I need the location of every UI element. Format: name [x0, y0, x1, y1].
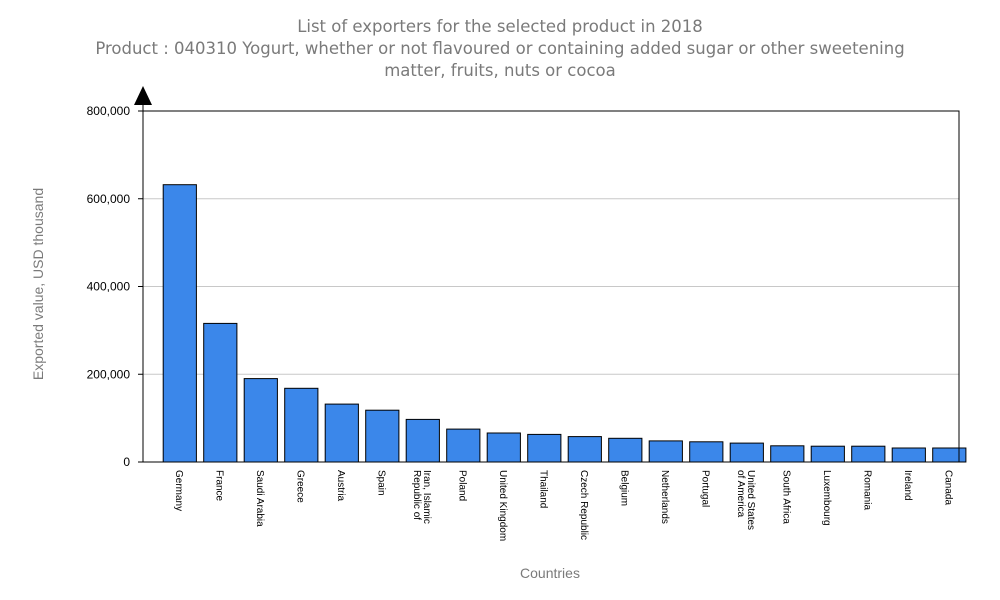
x-tick-label-line: Luxembourg [821, 470, 832, 526]
bar [770, 445, 805, 463]
x-tick-label: South Africa [780, 470, 791, 524]
bar [648, 440, 683, 463]
x-tick-label-line: South Africa [780, 470, 791, 524]
x-tick-label-line: Ireland [902, 470, 913, 501]
x-tick-label: Luxembourg [821, 470, 832, 526]
x-tick-label: Germany [173, 470, 184, 511]
x-tick-label: Canada [942, 470, 953, 505]
x-tick-label: Thailand [537, 470, 548, 508]
bar [810, 445, 845, 463]
bar [608, 437, 643, 463]
x-tick-label-line: United Kingdom [497, 470, 508, 541]
x-tick-label: France [213, 470, 224, 502]
x-tick-label-line: Poland [456, 470, 467, 501]
chart-title-block: List of exporters for the selected produ… [0, 16, 1000, 82]
bar [446, 428, 481, 463]
bar [932, 447, 967, 463]
bar [203, 322, 238, 463]
x-tick-label: Poland [456, 470, 467, 501]
x-tick-label-line: Spain [375, 470, 386, 496]
chart-title: List of exporters for the selected produ… [297, 17, 703, 36]
bar [851, 445, 886, 463]
x-tick-label-line: of America [735, 470, 746, 518]
bar [324, 403, 359, 463]
x-tick-label: Netherlands [659, 470, 670, 524]
bar [689, 441, 724, 463]
bar [567, 436, 602, 463]
y-tick-label: 200,000 [87, 367, 131, 381]
y-tick-labels: 0 200,000 400,000 600,000 800,000 [87, 104, 131, 469]
bar [891, 447, 926, 463]
x-tick-label-line: Canada [942, 470, 953, 505]
x-tick-label-line: Thailand [537, 470, 548, 508]
bar [486, 432, 521, 463]
x-tick-label: Portugal [699, 470, 710, 507]
bar [527, 433, 562, 463]
x-tick-label-line: Czech Republic [578, 470, 589, 540]
x-tick-label-line: France [213, 470, 224, 502]
x-tick-label: Belgium [618, 470, 629, 506]
x-tick-label-line: Portugal [699, 470, 710, 507]
x-tick-label: Spain [375, 470, 386, 496]
bar [162, 184, 197, 463]
bar [284, 387, 319, 463]
x-tick-label-line: Austria [335, 470, 346, 502]
x-tick-label-line: Romania [861, 470, 872, 510]
plot-frame [134, 86, 960, 463]
x-tick-label: Ireland [902, 470, 913, 501]
y-tick-label: 600,000 [87, 192, 131, 206]
chart-subtitle: Product : 040310 Yogurt, whether or not … [95, 39, 905, 80]
bar [365, 409, 400, 463]
x-tick-label-line: Saudi Arabia [254, 470, 265, 527]
x-tick-label-line: Germany [173, 470, 184, 511]
y-tick-label: 800,000 [87, 104, 131, 118]
x-tick-label: Romania [861, 470, 872, 510]
bar [405, 418, 440, 463]
x-tick-label-line: Greece [294, 470, 305, 503]
gridlines [143, 198, 959, 375]
bar [243, 378, 278, 463]
x-tick-label: Saudi Arabia [254, 470, 265, 527]
x-tick-label-line: United States [745, 470, 756, 530]
x-tick-label-line: Netherlands [659, 470, 670, 524]
x-tick-label-line: Belgium [618, 470, 629, 506]
bars [162, 184, 967, 463]
bar [729, 442, 764, 463]
x-tick-label: Greece [294, 470, 305, 503]
x-tick-label: Austria [335, 470, 346, 502]
x-axis-label: Countries [520, 565, 580, 581]
y-tick-label: 0 [123, 455, 130, 469]
y-axis-arrow-icon [134, 86, 152, 105]
y-tick-label: 400,000 [87, 280, 131, 294]
x-tick-label-line: Republic of [411, 470, 422, 520]
x-tick-labels: Germany France Saudi Arabia Greece Austria Sp… [173, 470, 953, 541]
x-tick-label: United Kingdom [497, 470, 508, 541]
x-tick-label-line: Iran, Islamic [421, 470, 432, 524]
x-tick-label: Czech Republic [578, 470, 589, 540]
